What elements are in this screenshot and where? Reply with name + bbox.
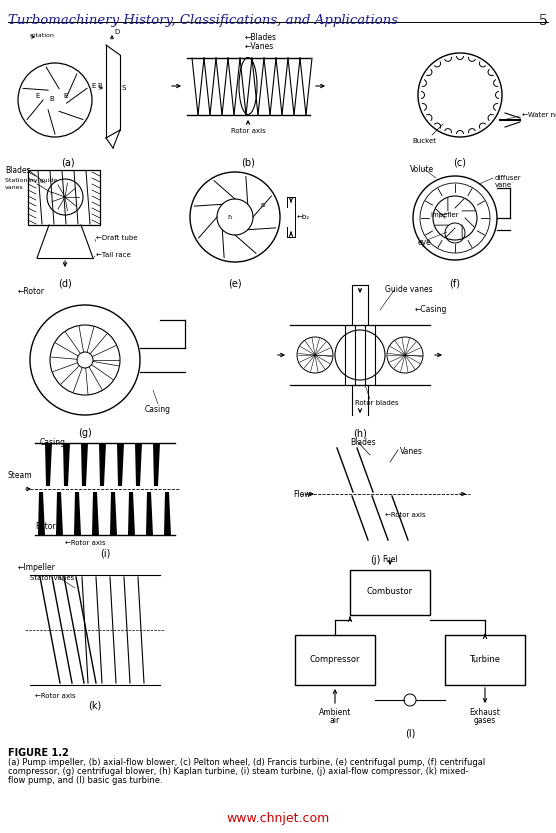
Text: B: B [97,83,102,89]
Polygon shape [63,443,70,486]
Polygon shape [99,443,106,486]
Text: E: E [36,93,40,99]
Text: Turbine: Turbine [469,656,500,665]
Text: D: D [114,29,119,35]
Polygon shape [45,443,52,486]
Text: Casing: Casing [40,438,66,447]
Text: ←Blades: ←Blades [245,33,277,42]
Text: (b): (b) [241,157,255,167]
Text: Casing: Casing [145,405,171,414]
Bar [445,635,525,685]
Text: Steam: Steam [8,471,33,480]
Text: Flow: Flow [293,490,310,498]
Text: ←Rotor axis: ←Rotor axis [385,512,426,518]
Text: rotation: rotation [29,33,54,38]
Text: Blades: Blades [350,438,376,447]
Text: vanes: vanes [5,185,24,190]
Text: vane: vane [495,182,512,188]
Text: ←Rotor axis: ←Rotor axis [65,540,106,546]
Polygon shape [92,492,99,535]
Text: ←Water nozzle: ←Water nozzle [522,112,556,118]
Text: Ambient: Ambient [319,708,351,717]
Text: Rotor axis: Rotor axis [231,128,265,134]
Text: Stationary guide: Stationary guide [5,178,57,183]
Polygon shape [38,492,45,535]
Text: (k): (k) [88,700,102,710]
Text: Bucket: Bucket [412,138,436,144]
Polygon shape [164,492,171,535]
Text: Combustor: Combustor [367,587,413,596]
Polygon shape [81,443,88,486]
Polygon shape [153,443,160,486]
Polygon shape [117,443,124,486]
Text: Vanes: Vanes [400,447,423,456]
Polygon shape [128,492,135,535]
Text: gases: gases [474,716,496,725]
Text: (c): (c) [454,157,466,167]
Text: (j): (j) [370,555,380,565]
Text: (f): (f) [449,278,460,288]
Text: flow pump, and (l) basic gas turbine.: flow pump, and (l) basic gas turbine. [8,776,162,785]
Text: FIGURE 1.2: FIGURE 1.2 [8,748,69,758]
Text: diffuser: diffuser [495,175,522,181]
Polygon shape [56,492,63,535]
Text: ←Vanes: ←Vanes [245,42,274,51]
Text: ←Tail race: ←Tail race [96,252,131,258]
Polygon shape [110,492,117,535]
Text: Guide vanes: Guide vanes [385,285,433,294]
Text: Rotor blades: Rotor blades [355,400,399,406]
Text: ←Draft tube: ←Draft tube [96,235,137,241]
Text: www.chnjet.com: www.chnjet.com [226,812,330,825]
Text: Fuel: Fuel [382,555,398,564]
Text: (g): (g) [78,428,92,438]
Text: eye: eye [418,238,432,247]
Text: E: E [64,93,68,99]
Text: (i): (i) [100,548,110,558]
Text: r₂: r₂ [260,202,266,208]
Text: (d): (d) [58,278,72,288]
Text: E: E [92,83,96,89]
Text: (e): (e) [228,278,242,288]
Polygon shape [74,492,81,535]
Text: B: B [49,96,54,102]
Bar [350,570,430,615]
Text: Impeller: Impeller [430,212,459,218]
Text: (a) Pump impeller, (b) axial-flow blower, (c) Pelton wheel, (d) Francis turbine,: (a) Pump impeller, (b) axial-flow blower… [8,758,485,767]
Polygon shape [135,443,142,486]
Text: Exhaust: Exhaust [470,708,500,717]
Bar [295,635,375,685]
Text: compressor, (g) centrifugal blower, (h) Kaplan turbine, (i) steam turbine, (j) a: compressor, (g) centrifugal blower, (h) … [8,767,469,776]
Text: ←b₂: ←b₂ [297,214,310,220]
Text: Blades: Blades [5,166,31,175]
Text: ←Rotor: ←Rotor [18,287,45,296]
Bar [28,170,100,225]
Text: (h): (h) [353,428,367,438]
Text: r₁: r₁ [227,214,233,220]
Text: Stator vanes: Stator vanes [30,575,75,581]
Text: Volute: Volute [410,165,434,174]
Text: ←Casing: ←Casing [415,305,448,314]
Text: S: S [122,85,126,91]
Text: Compressor: Compressor [310,656,360,665]
Text: ←Impeller: ←Impeller [18,563,56,572]
Text: (l): (l) [405,728,415,738]
Text: 5: 5 [539,14,548,28]
Text: Rotor: Rotor [35,522,56,531]
Text: (a): (a) [61,157,75,167]
Text: Turbomachinery History, Classifications, and Applications: Turbomachinery History, Classifications,… [8,14,398,27]
Text: ←Rotor axis: ←Rotor axis [35,693,76,699]
Text: air: air [330,716,340,725]
Polygon shape [146,492,153,535]
